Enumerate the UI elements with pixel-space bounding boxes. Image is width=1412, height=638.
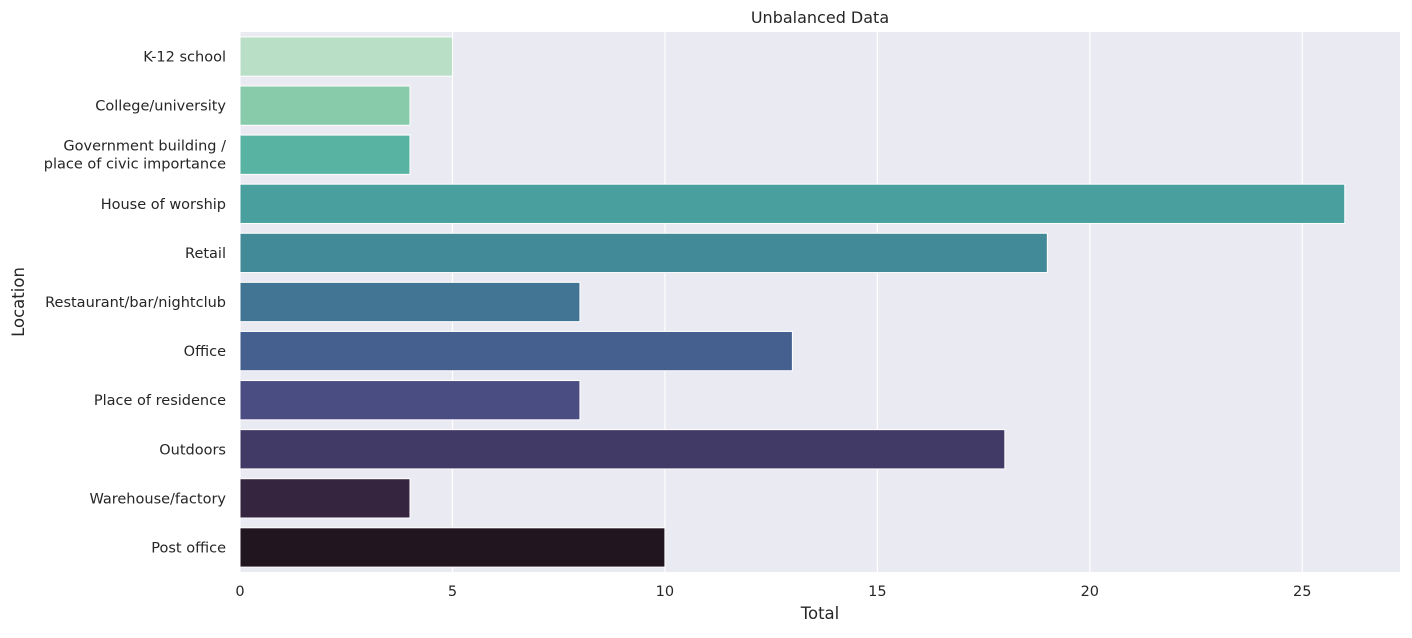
- y-tick-label: K-12 school: [143, 50, 226, 66]
- bars: [239, 36, 1346, 568]
- y-tick-label: Government building /: [63, 139, 226, 155]
- bar: [239, 330, 793, 372]
- y-tick-label: College/university: [95, 99, 226, 115]
- x-tick-label: 5: [448, 584, 457, 600]
- y-axis-title: Location: [9, 267, 28, 337]
- bar: [239, 232, 1048, 274]
- bar: [239, 281, 581, 323]
- x-tick-label: 10: [656, 584, 674, 600]
- y-tick-label: Office: [184, 344, 226, 360]
- bar: [239, 36, 453, 77]
- y-tick-label: House of worship: [101, 197, 226, 213]
- y-tick-label: Place of residence: [94, 393, 226, 409]
- bar: [239, 134, 411, 175]
- bar: [239, 380, 581, 421]
- y-tick-label: Post office: [151, 540, 226, 556]
- bar: [239, 429, 1006, 470]
- x-tick-label: 20: [1081, 584, 1099, 600]
- bar: [239, 183, 1346, 224]
- x-axis-title: Total: [800, 604, 840, 623]
- y-tick-label: place of civic importance: [44, 157, 226, 173]
- x-tick-label: 15: [868, 584, 886, 600]
- x-axis-ticks: 0 5 10 15 20 25: [235, 584, 1311, 600]
- y-tick-label: Retail: [185, 246, 226, 262]
- y-tick-label: Restaurant/bar/nightclub: [45, 295, 226, 311]
- bar: [239, 527, 666, 568]
- bar: [239, 85, 411, 126]
- bar: [239, 478, 411, 519]
- chart-title: Unbalanced Data: [751, 8, 889, 27]
- x-tick-label: 0: [235, 584, 244, 600]
- x-tick-label: 25: [1293, 584, 1311, 600]
- y-tick-label: Warehouse/factory: [89, 491, 226, 507]
- y-tick-label: Outdoors: [159, 442, 226, 458]
- y-axis-ticks: K-12 school College/university Government …: [44, 50, 227, 557]
